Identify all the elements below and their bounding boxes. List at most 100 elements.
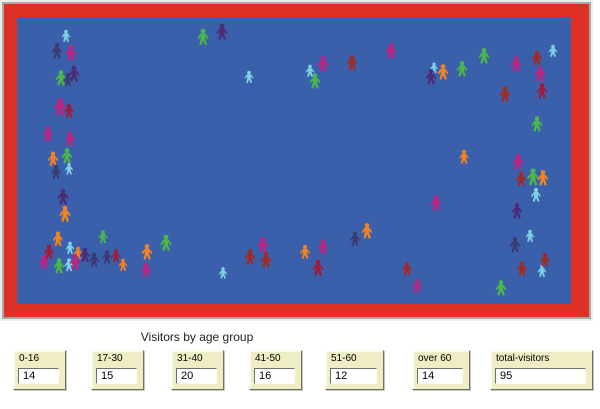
- monitor-label: 17-30: [97, 353, 123, 364]
- person-agent: [540, 252, 550, 267]
- person-agent: [111, 249, 121, 263]
- monitor-over-60: over 60 14: [412, 350, 470, 390]
- monitor-value: 15: [96, 368, 137, 384]
- person-agent: [459, 149, 469, 164]
- monitor-51-60: 51-60 12: [325, 350, 384, 390]
- monitor-label: 41-50: [255, 353, 281, 364]
- person-agent: [478, 48, 490, 64]
- person-agent: [216, 23, 228, 41]
- person-agent: [430, 62, 438, 74]
- person-agent: [63, 72, 73, 87]
- person-agent: [516, 261, 528, 277]
- person-agent: [412, 278, 422, 293]
- person-agent: [300, 244, 310, 259]
- person-agent: [140, 262, 152, 278]
- person-agent: [260, 252, 272, 268]
- person-agent: [425, 69, 437, 85]
- person-agent: [244, 70, 254, 84]
- person-agent: [534, 66, 546, 82]
- person-agent: [531, 116, 543, 132]
- person-agent: [499, 86, 511, 102]
- person-agent: [79, 247, 91, 263]
- monitor-value: 20: [176, 368, 217, 384]
- person-agent: [548, 44, 558, 58]
- monitor-31-40: 31-40 20: [171, 350, 224, 390]
- person-agent: [88, 252, 100, 268]
- monitor-label: over 60: [418, 353, 452, 364]
- person-agent: [64, 258, 74, 272]
- person-agent: [430, 195, 442, 211]
- monitor-value: 12: [330, 368, 377, 384]
- person-agent: [510, 56, 522, 72]
- person-agent: [141, 244, 153, 260]
- monitor-value: 14: [18, 368, 59, 384]
- person-agent: [305, 64, 315, 78]
- person-agent: [537, 264, 547, 278]
- person-agent: [531, 50, 543, 66]
- person-agent: [244, 249, 256, 265]
- person-agent: [65, 45, 77, 61]
- person-agent: [525, 229, 535, 243]
- person-agent: [42, 126, 54, 142]
- monitor-value: 95: [495, 368, 586, 384]
- person-agent: [402, 261, 412, 276]
- person-agent: [536, 83, 548, 99]
- person-agent: [509, 237, 521, 253]
- person-agent: [385, 43, 397, 59]
- person-agent: [51, 164, 61, 179]
- world-canvas[interactable]: [17, 17, 571, 304]
- world-view-frame[interactable]: [0, 0, 593, 321]
- monitors-group-title: Visitors by age group: [140, 330, 254, 344]
- person-agent: [118, 258, 128, 272]
- person-agent: [61, 29, 71, 43]
- person-agent: [537, 170, 549, 186]
- person-agent: [43, 244, 55, 260]
- person-agent: [102, 249, 112, 264]
- person-agent: [73, 246, 83, 260]
- person-agent: [218, 267, 228, 279]
- person-agent: [59, 205, 71, 223]
- person-agent: [61, 148, 73, 164]
- person-agent: [317, 239, 329, 255]
- monitor-label: 31-40: [177, 353, 203, 364]
- person-agent: [64, 163, 74, 175]
- person-agent: [47, 151, 59, 167]
- person-agent: [495, 280, 507, 296]
- person-agent: [511, 203, 523, 219]
- monitor-value: 14: [417, 368, 463, 384]
- monitor-total-visitors: total-visitors 95: [490, 350, 593, 390]
- person-agent: [39, 254, 49, 269]
- person-agent: [55, 70, 67, 86]
- person-agent: [526, 168, 540, 186]
- monitor-17-30: 17-30 15: [91, 350, 144, 390]
- person-agent: [456, 61, 468, 77]
- person-agent: [317, 56, 329, 72]
- monitor-0-16: 0-16 14: [13, 350, 66, 390]
- person-agent: [309, 73, 321, 89]
- person-agent: [349, 231, 361, 247]
- person-agent: [98, 230, 108, 244]
- person-agent: [53, 258, 65, 274]
- person-agent: [52, 231, 64, 247]
- person-agent: [69, 254, 81, 270]
- person-agent: [57, 188, 69, 206]
- person-agent: [160, 234, 172, 252]
- person-agent: [312, 259, 324, 277]
- person-agent: [437, 64, 449, 80]
- person-agent: [197, 28, 209, 46]
- monitor-value: 16: [254, 368, 295, 384]
- person-agent: [361, 223, 373, 239]
- person-agent: [53, 97, 67, 116]
- monitor-label: 51-60: [331, 353, 357, 364]
- person-agent: [515, 171, 527, 187]
- person-agent: [531, 187, 541, 202]
- person-agent: [51, 43, 63, 59]
- person-agent: [64, 103, 74, 118]
- monitor-label: total-visitors: [496, 353, 550, 364]
- person-agent: [68, 65, 80, 83]
- person-agent: [64, 131, 76, 147]
- person-agent: [65, 241, 75, 255]
- person-agent: [512, 154, 524, 170]
- monitor-41-50: 41-50 16: [249, 350, 302, 390]
- person-agent: [257, 237, 269, 253]
